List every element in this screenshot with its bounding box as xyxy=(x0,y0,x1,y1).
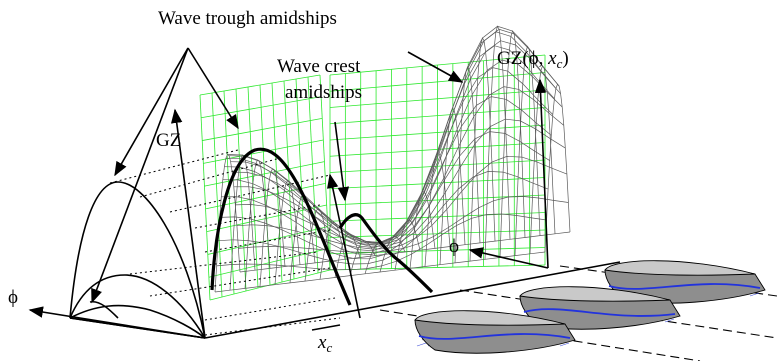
gz-axis-arrow-icon xyxy=(170,108,206,339)
phi-left-label: ϕ xyxy=(8,287,18,308)
gz-axis-label: GZ xyxy=(156,130,181,151)
xc-label: xc xyxy=(317,332,332,355)
crest-label-line2: amidships xyxy=(285,82,362,103)
phi-right-label: ϕ xyxy=(449,236,459,257)
gz-surface-axis-arrow-icon xyxy=(534,78,549,269)
xc-sub: c xyxy=(326,340,332,355)
trough-label: Wave trough amidships xyxy=(158,8,337,29)
gz-surface-prefix: GZ(ϕ, xyxy=(497,48,548,69)
xc-var: x xyxy=(317,332,327,353)
gz-surface-label: GZ(ϕ, xc) xyxy=(497,48,569,71)
label-pointers xyxy=(91,47,464,304)
background-grid xyxy=(199,54,546,301)
trough-pointer-arrow-icon xyxy=(187,47,239,130)
crest-pointer-arrow-icon xyxy=(334,121,350,202)
gz-surface-var: x xyxy=(547,48,557,69)
projection-guides xyxy=(109,149,341,336)
trough-pointer-arrow-icon xyxy=(114,47,189,177)
xc-up-arrow-icon xyxy=(327,173,361,319)
gz-surface-mesh xyxy=(214,25,571,293)
xc-baseline xyxy=(204,261,621,339)
ship-icon xyxy=(414,310,576,354)
crest-label-line1: Wave crest xyxy=(277,56,361,77)
phi-right-arrow-icon xyxy=(468,247,549,269)
phi-axis-arrow-icon xyxy=(28,306,206,339)
right-axes xyxy=(311,78,549,331)
ships xyxy=(414,260,766,354)
gz-surface-suffix: ) xyxy=(562,48,568,69)
gz-surface-sub: c xyxy=(557,56,563,71)
left-axes xyxy=(28,108,621,339)
xc-tick xyxy=(311,324,341,331)
labels: Wave trough amidships Wave crest amidshi… xyxy=(8,8,569,355)
projected-gz-curves xyxy=(69,181,206,339)
section-curves xyxy=(210,147,434,306)
trough-pointer-arrow-icon xyxy=(91,47,189,304)
surface-pointer-arrow-icon xyxy=(407,51,464,83)
